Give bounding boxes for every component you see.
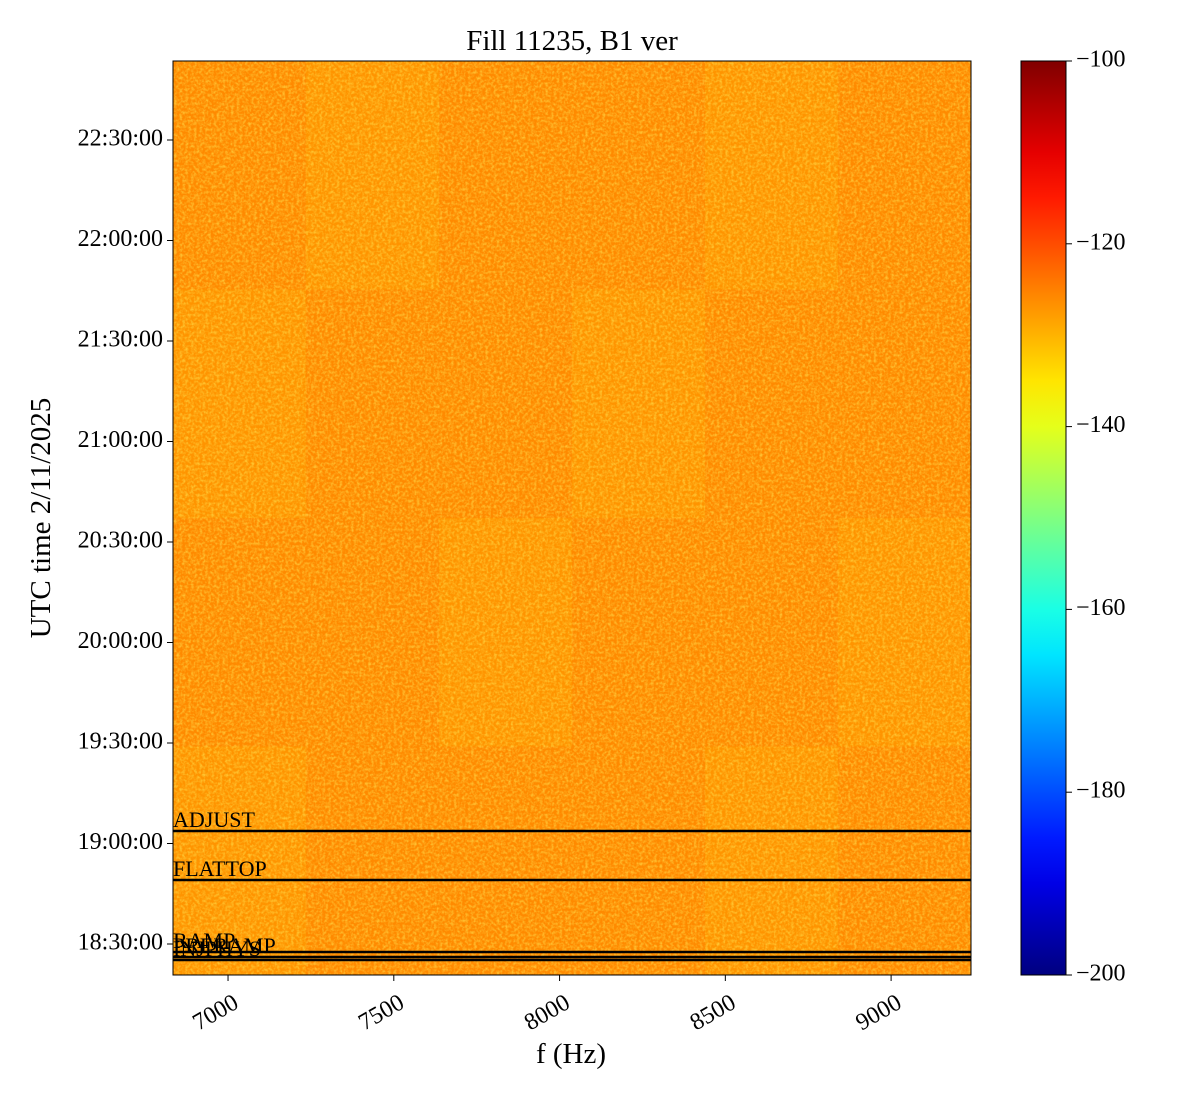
x-tick-label: 7000 <box>188 990 243 1037</box>
x-tick-label: 7500 <box>354 990 409 1037</box>
y-tick-label: 18:30:00 <box>78 930 163 956</box>
colorbar-tick-label: −160 <box>1076 595 1126 621</box>
y-tick-label: 19:00:00 <box>78 829 163 855</box>
event-label: PRERAMP <box>173 933 276 958</box>
y-tick-label: 19:30:00 <box>78 729 163 755</box>
y-tick-label: 21:00:00 <box>78 427 163 453</box>
texture <box>173 61 971 975</box>
colorbar-tick-label: −140 <box>1076 412 1126 438</box>
y-axis-label: UTC time 2/11/2025 <box>25 398 57 639</box>
y-tick-label: 20:00:00 <box>78 628 163 654</box>
colorbar-tick-label: −100 <box>1076 47 1126 73</box>
x-tick-label: 8500 <box>686 990 741 1037</box>
event-label: INJPHYS <box>173 936 261 961</box>
y-tick-label: 20:30:00 <box>78 528 163 554</box>
x-tick-label: 8000 <box>520 990 575 1037</box>
y-tick-label: 22:30:00 <box>78 126 163 152</box>
colorbar-tick-label: −200 <box>1076 961 1126 987</box>
event-label: ADJUST <box>173 807 255 832</box>
chart-title: Fill 11235, B1 ver <box>466 25 678 57</box>
plot-frame <box>172 60 972 976</box>
x-tick-label: 9000 <box>852 990 907 1037</box>
event-label: RAMP <box>173 928 235 953</box>
colorbar <box>1020 60 1067 976</box>
y-tick-label: 21:30:00 <box>78 327 163 353</box>
colorbar-tick-label: −120 <box>1076 229 1126 255</box>
colorbar-tick-label: −180 <box>1076 778 1126 804</box>
event-label: FLATTOP <box>173 856 267 881</box>
x-axis-label: f (Hz) <box>536 1038 606 1070</box>
y-tick-label: 22:00:00 <box>78 226 163 252</box>
